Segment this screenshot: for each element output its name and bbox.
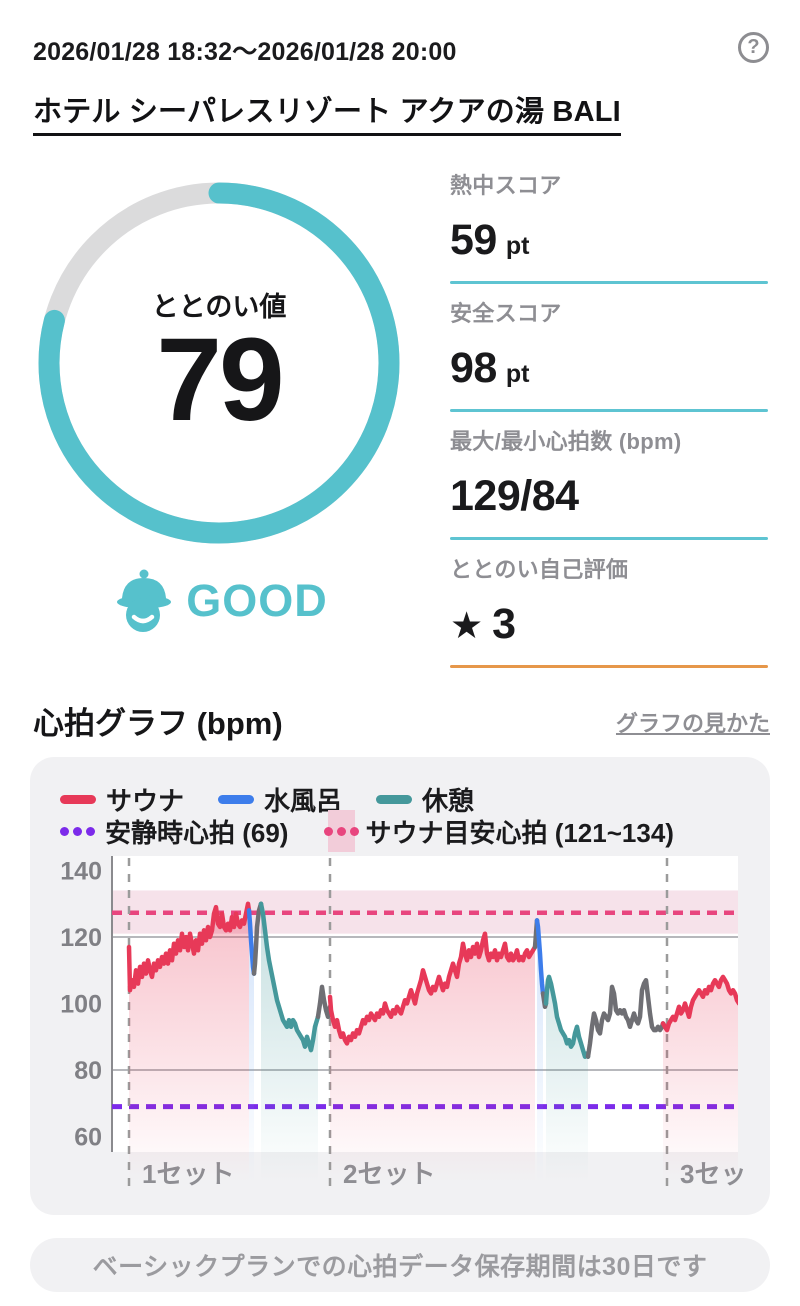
divider	[450, 537, 768, 540]
sauna-hat-face-icon	[117, 569, 172, 632]
session-date-range: 2026/01/28 18:32～2026/01/28 20:00	[33, 38, 457, 66]
metric-safety-score: 安全スコア 98 pt	[450, 296, 768, 412]
metric-self-rating: ととのい自己評価 ★ 3	[450, 552, 768, 668]
legend-label: サウナ目安心拍 (121~134)	[365, 817, 674, 848]
question-icon: ?	[747, 36, 760, 58]
rest-line-swatch	[376, 795, 413, 804]
svg-text:140: 140	[60, 858, 102, 886]
divider	[450, 281, 768, 284]
plan-notice: ベーシックプランでの心拍データ保存期間は30日です	[30, 1238, 770, 1292]
chart-legend-row2: 安静時心拍 (69) サウナ目安心拍 (121~134)	[60, 809, 674, 853]
metric-label: 熱中スコア	[450, 173, 562, 198]
metric-label: 安全スコア	[450, 301, 562, 326]
rating-row: GOOD	[34, 568, 404, 634]
metric-value: 129/84	[450, 472, 579, 520]
divider	[450, 665, 768, 668]
svg-text:120: 120	[60, 924, 102, 952]
legend-resting-hr: 安静時心拍 (69)	[60, 813, 288, 850]
water-line-swatch	[218, 795, 255, 804]
heart-rate-section-title: 心拍グラフ (bpm)	[33, 706, 283, 741]
legend-label: 休憩	[422, 786, 475, 816]
help-button[interactable]: ?	[738, 32, 769, 63]
metric-value: 59	[450, 216, 497, 264]
divider	[450, 409, 768, 412]
facility-link[interactable]: ホテル シーパレスリゾート アクアの湯 BALI	[33, 88, 621, 136]
legend-rest: 休憩	[376, 781, 474, 818]
gauge-ring	[38, 182, 400, 544]
star-icon: ★	[450, 605, 484, 646]
metric-label: ととのい自己評価	[450, 557, 629, 582]
metric-heat-score: 熱中スコア 59 pt	[450, 168, 768, 284]
rating-label: GOOD	[186, 575, 328, 626]
metric-value: 3	[492, 600, 516, 648]
gauge-value: 79	[156, 314, 284, 446]
legend-label: 安静時心拍 (69)	[105, 817, 289, 848]
svg-text:60: 60	[74, 1124, 102, 1152]
purple-dots-swatch	[60, 826, 95, 836]
totonoi-gauge	[34, 178, 404, 548]
svg-text:80: 80	[74, 1057, 102, 1085]
chart-legend-row1: サウナ 水風呂 休憩	[60, 781, 474, 818]
graph-legend-help-link[interactable]: グラフの見かた	[615, 711, 770, 736]
legend-sauna-target: サウナ目安心拍 (121~134)	[324, 810, 674, 852]
gauge-label: ととのい値	[151, 292, 287, 322]
sauna-line-swatch	[60, 795, 96, 804]
metric-unit: pt	[505, 360, 530, 388]
metric-unit: pt	[505, 232, 530, 260]
pink-band-swatch	[324, 810, 360, 852]
metric-value: 98	[450, 344, 497, 392]
legend-sauna: サウナ	[60, 781, 184, 818]
legend-label: サウナ	[106, 786, 185, 816]
heart-rate-chart-card: サウナ 水風呂 休憩 安静時心拍 (69)	[30, 757, 770, 1215]
heart-rate-plot: 14012010080601セット2セット3セッ	[60, 856, 746, 1192]
metric-label: 最大/最小心拍数 (bpm)	[450, 429, 682, 454]
metric-max-min-hr: 最大/最小心拍数 (bpm) 129/84	[450, 424, 768, 540]
svg-text:100: 100	[60, 991, 102, 1019]
